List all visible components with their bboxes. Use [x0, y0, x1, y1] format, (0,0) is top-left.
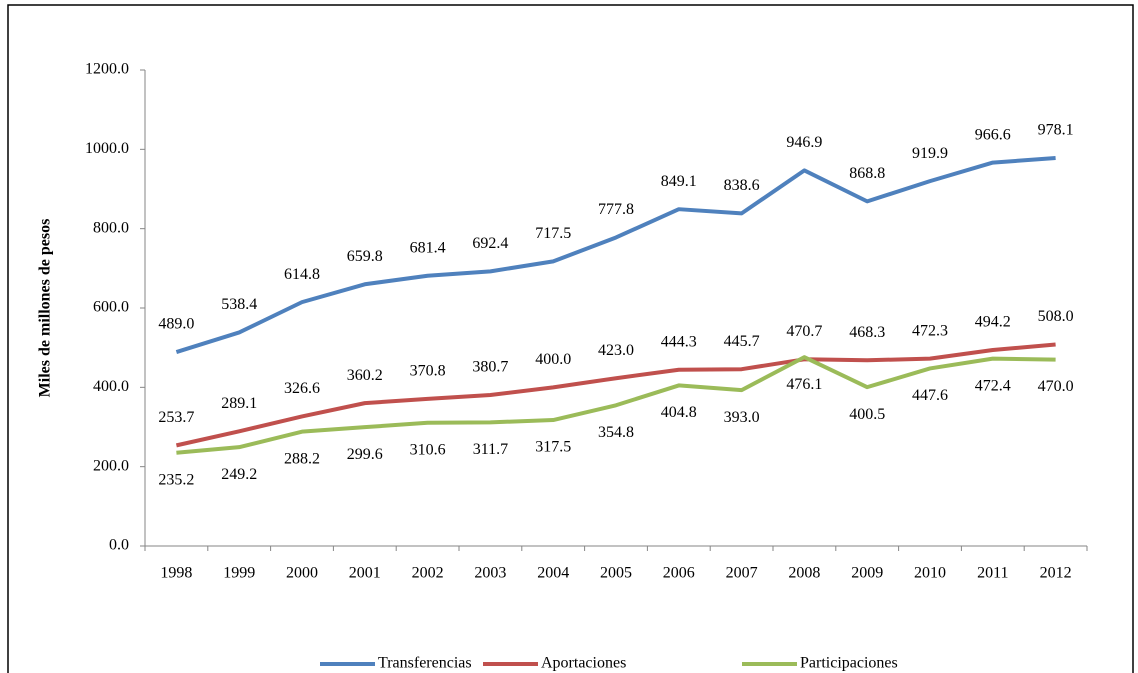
series-line — [175, 342, 1056, 448]
data-label: 444.3 — [661, 333, 697, 350]
data-label: 289.1 — [221, 395, 257, 412]
data-label: 468.3 — [849, 324, 885, 341]
data-label: 249.2 — [221, 466, 257, 483]
legend-label: Participaciones — [800, 655, 898, 672]
data-label: 310.6 — [410, 441, 446, 458]
data-label: 978.1 — [1038, 122, 1074, 139]
data-label: 838.6 — [724, 177, 760, 194]
data-label: 614.8 — [284, 266, 320, 283]
data-label: 692.4 — [472, 235, 508, 252]
x-tick-label: 2009 — [851, 565, 883, 582]
frame — [7, 4, 1134, 673]
data-label: 538.4 — [221, 296, 257, 313]
data-label: 472.4 — [975, 377, 1011, 394]
data-label: 299.6 — [347, 446, 383, 463]
data-label: 423.0 — [598, 342, 634, 359]
x-tick-label: 2010 — [914, 565, 946, 582]
x-tick-label: 1999 — [223, 565, 255, 582]
legend-label: Transferencias — [378, 655, 472, 672]
data-label: 311.7 — [473, 441, 508, 458]
x-tick-label: 2000 — [286, 565, 318, 582]
x-tick-label: 2004 — [537, 565, 569, 582]
data-label: 317.5 — [535, 439, 571, 456]
y-tick-label: 800.0 — [93, 219, 129, 236]
data-label: 253.7 — [158, 409, 194, 426]
data-label: 919.9 — [912, 145, 948, 162]
data-label: 370.8 — [410, 363, 446, 380]
x-tick-label: 2008 — [788, 565, 820, 582]
data-label: 508.0 — [1038, 308, 1074, 325]
data-label: 476.1 — [786, 376, 822, 393]
data-label: 966.6 — [975, 126, 1011, 143]
data-label: 326.6 — [284, 380, 320, 397]
x-tick-label: 2011 — [977, 565, 1008, 582]
y-tick-label: 200.0 — [93, 457, 129, 474]
x-tick-label: 2001 — [349, 565, 381, 582]
data-label: 470.0 — [1038, 378, 1074, 395]
data-label: 288.2 — [284, 450, 320, 467]
data-label: 717.5 — [535, 225, 571, 242]
data-label: 393.0 — [724, 409, 760, 426]
data-label: 472.3 — [912, 322, 948, 339]
data-label: 235.2 — [158, 471, 194, 488]
y-axis-title: Miles de millones de pesos — [37, 219, 54, 398]
data-label: 849.1 — [661, 173, 697, 190]
data-label: 868.8 — [849, 165, 885, 182]
data-label: 445.7 — [724, 333, 760, 350]
data-label: 681.4 — [410, 239, 446, 256]
y-tick-label: 0.0 — [109, 537, 129, 554]
x-tick-label: 2006 — [663, 565, 695, 582]
data-label: 380.7 — [472, 359, 508, 376]
data-label: 494.2 — [975, 314, 1011, 331]
data-label: 777.8 — [598, 201, 634, 218]
x-tick-label: 2002 — [412, 565, 444, 582]
x-tick-label: 2012 — [1040, 565, 1072, 582]
y-tick-label: 600.0 — [93, 299, 129, 316]
legend-label: Aportaciones — [541, 655, 626, 672]
x-tick-label: 1998 — [160, 565, 192, 582]
data-label: 489.0 — [158, 316, 194, 333]
data-label: 354.8 — [598, 424, 634, 441]
y-tick-label: 1200.0 — [85, 61, 129, 78]
data-label: 360.2 — [347, 367, 383, 384]
series-line — [175, 156, 1056, 354]
x-tick-label: 2003 — [474, 565, 506, 582]
y-tick-label: 1000.0 — [85, 140, 129, 157]
y-tick-label: 400.0 — [93, 378, 129, 395]
series-line — [176, 355, 1056, 455]
data-label: 400.5 — [849, 406, 885, 423]
data-label: 946.9 — [786, 134, 822, 151]
data-label: 400.0 — [535, 351, 571, 368]
x-tick-label: 2005 — [600, 565, 632, 582]
data-label: 470.7 — [786, 323, 822, 340]
data-label: 404.8 — [661, 404, 697, 421]
data-label: 659.8 — [347, 248, 383, 265]
data-label: 447.6 — [912, 387, 948, 404]
x-tick-label: 2007 — [726, 565, 758, 582]
